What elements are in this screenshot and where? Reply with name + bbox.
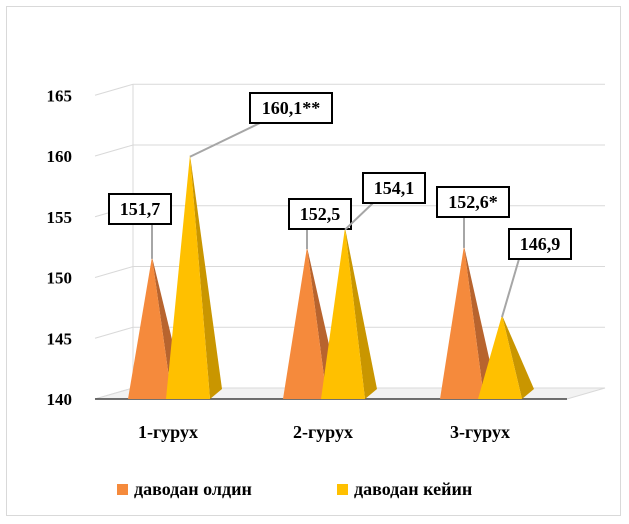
pyramid-bar — [166, 154, 210, 399]
grid-diagonal — [94, 266, 134, 278]
y-tick-label: 140 — [47, 390, 73, 409]
y-tick-label: 160 — [47, 147, 73, 166]
data-label-box — [288, 198, 352, 230]
x-axis-categories: 1-гурух 2-гурух 3-гурух — [138, 422, 510, 442]
y-axis: 140 145 150 155 160 165 — [47, 86, 567, 409]
y-tick-label: 145 — [47, 329, 73, 348]
data-label: 152,5 — [300, 204, 341, 224]
data-label-box — [508, 228, 572, 260]
data-label-box — [249, 92, 333, 124]
pyramid-bar — [440, 245, 484, 399]
pyramid-side — [464, 245, 496, 399]
pyramid-side — [190, 154, 222, 399]
data-label: 146,9 — [520, 234, 561, 254]
pyramid-bar — [128, 256, 172, 399]
x-category-label: 1-гурух — [138, 422, 198, 442]
pyramid-side — [345, 227, 377, 399]
legend-label: даводан олдин — [134, 479, 252, 499]
pyramid-bar — [283, 247, 327, 399]
leader-line — [344, 202, 374, 231]
legend-label: даводан кейин — [354, 479, 472, 499]
data-label: 160,1** — [262, 98, 321, 118]
pyramid-bar — [478, 315, 522, 399]
data-label-box — [108, 193, 172, 225]
data-label-box — [362, 172, 426, 204]
data-label: 154,1 — [374, 178, 415, 198]
legend-swatch — [117, 484, 128, 495]
pyramid-bar — [321, 227, 365, 399]
leader-line — [189, 122, 261, 158]
leader-line — [501, 258, 520, 318]
y-tick-label: 150 — [47, 269, 73, 288]
grid-diagonal — [94, 144, 134, 157]
grid-diagonal — [94, 83, 134, 96]
data-label: 152,6* — [448, 192, 498, 212]
y-tick-label: 155 — [47, 208, 73, 227]
legend-swatch — [337, 484, 348, 495]
pyramid-side — [502, 315, 534, 399]
grid-diagonal — [94, 326, 134, 339]
data-label: 151,7 — [120, 199, 161, 219]
data-labels: 151,7 152,5 152,6* 160,1** 154,1 146,9 — [108, 92, 572, 318]
data-label-box — [436, 186, 510, 218]
bars — [128, 154, 534, 399]
x-category-label: 2-гурух — [293, 422, 353, 442]
x-category-label: 3-гурух — [450, 422, 510, 442]
y-tick-label: 165 — [47, 86, 73, 105]
legend: даводан олдин даводан кейин — [117, 479, 472, 499]
